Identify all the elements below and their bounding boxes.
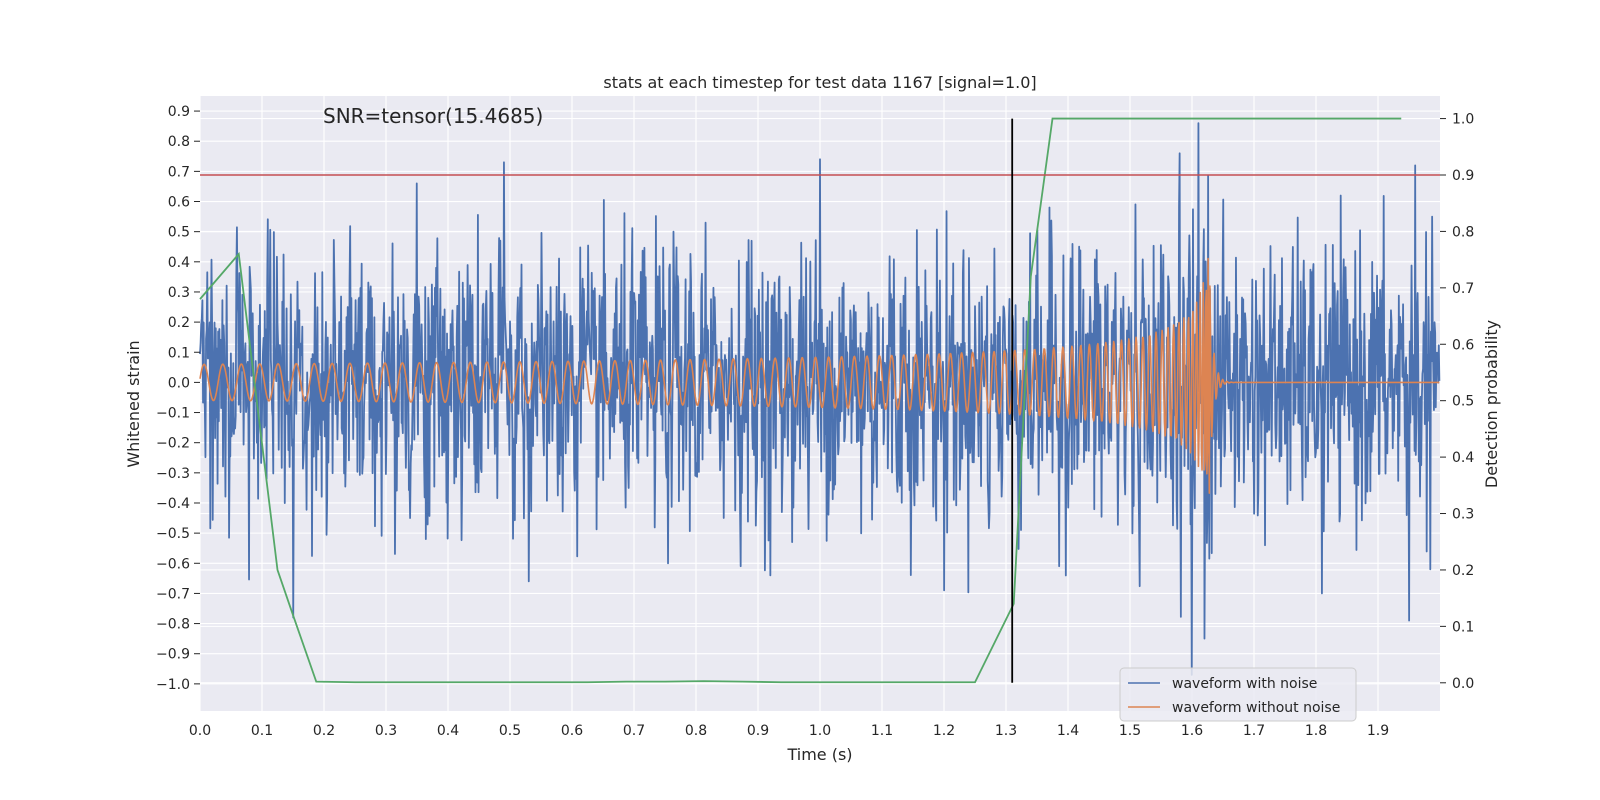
y-tick-label: −0.2 <box>156 436 190 452</box>
y2-axis-title: Detection probability <box>1482 320 1501 488</box>
x-tick-label: 0.5 <box>499 723 521 739</box>
x-tick-label: 0.4 <box>437 723 459 739</box>
y-tick-label: −0.8 <box>156 617 190 633</box>
y2-tick-label: 0.2 <box>1452 563 1474 579</box>
y-tick-label: 0.6 <box>168 195 190 211</box>
x-tick-label: 1.4 <box>1057 723 1079 739</box>
y-tick-label: 0.1 <box>168 345 190 361</box>
y-tick-label: 0.0 <box>168 375 190 391</box>
y2-tick-label: 0.5 <box>1452 394 1474 410</box>
y-tick-label: 0.3 <box>168 285 190 301</box>
x-tick-label: 0.6 <box>561 723 583 739</box>
y2-tick-label: 0.0 <box>1452 676 1474 692</box>
y2-tick-label: 1.0 <box>1452 112 1474 128</box>
x-tick-label: 1.7 <box>1243 723 1265 739</box>
y-tick-label: −0.3 <box>156 466 190 482</box>
legend-box <box>1119 667 1357 722</box>
y-tick-label: 0.2 <box>168 315 190 331</box>
y-tick-label: 0.8 <box>168 134 190 150</box>
y-tick-label: 0.9 <box>168 104 190 120</box>
legend-label-clean: waveform without noise <box>1172 700 1340 716</box>
x-tick-label: 1.5 <box>1119 723 1141 739</box>
y-tick-label: −0.7 <box>156 586 190 602</box>
x-tick-label: 1.2 <box>933 723 955 739</box>
legend-label-noisy: waveform with noise <box>1172 676 1317 692</box>
x-tick-label: 0.7 <box>623 723 645 739</box>
x-tick-label: 0.3 <box>375 723 397 739</box>
series-line-probability <box>199 117 1402 684</box>
y-tick-label: −1.0 <box>156 677 190 693</box>
y-tick-label: 0.5 <box>168 225 190 241</box>
x-tick-label: 1.0 <box>809 723 831 739</box>
x-tick-label: 0.0 <box>189 723 211 739</box>
y2-tick-label: 0.7 <box>1452 281 1474 297</box>
x-tick-label: 0.2 <box>313 723 335 739</box>
y-tick-label: −0.6 <box>156 556 190 572</box>
y2-tick-label: 0.6 <box>1452 337 1474 353</box>
series-line-noisy <box>199 122 1441 676</box>
series-layer <box>199 117 1441 684</box>
y2-tick-label: 0.1 <box>1452 619 1474 635</box>
series-line-clean <box>199 257 1440 494</box>
x-tick-label: 1.1 <box>871 723 893 739</box>
y-axis-left: −1.0 −0.9 −0.8 −0.7 −0.6 −0.5 −0.4 −0.3 −0.2 −0.1… <box>156 104 200 693</box>
y-tick-label: −0.4 <box>156 496 190 512</box>
x-axis: 0.0 0.1 0.2 0.3 0.4 0.5 0.6 0.7 0.8 0.9 1.0 1.1 1.2 1… <box>189 723 1389 739</box>
snr-annotation: SNR=tensor(15.4685) <box>323 104 543 128</box>
y-axis-title: Whitened strain <box>124 340 143 467</box>
y-tick-label: −0.9 <box>156 647 190 663</box>
y-tick-label: 0.7 <box>168 164 190 180</box>
x-tick-label: 1.3 <box>995 723 1017 739</box>
x-tick-label: 1.8 <box>1305 723 1327 739</box>
y2-tick-label: 0.3 <box>1452 507 1474 523</box>
x-tick-label: 0.1 <box>251 723 273 739</box>
y-tick-label: −0.5 <box>156 526 190 542</box>
y-tick-label: 0.4 <box>168 255 190 271</box>
x-tick-label: 1.9 <box>1367 723 1389 739</box>
legend: waveform with noise waveform without noi… <box>1119 667 1357 722</box>
chart-title: stats at each timestep for test data 116… <box>603 73 1036 92</box>
y2-tick-label: 0.8 <box>1452 224 1474 240</box>
reference-lines <box>200 118 1440 683</box>
y-tick-label: −0.1 <box>156 406 190 422</box>
y-axis-right: 0.0 0.1 0.2 0.3 0.4 0.5 0.6 0.7 0.8 0.9 1.0 <box>1440 112 1474 692</box>
x-tick-label: 0.9 <box>747 723 769 739</box>
y2-tick-label: 0.4 <box>1452 450 1474 466</box>
x-tick-label: 1.6 <box>1181 723 1203 739</box>
x-axis-title: Time (s) <box>786 745 852 764</box>
x-tick-label: 0.8 <box>685 723 707 739</box>
y2-tick-label: 0.9 <box>1452 168 1474 184</box>
